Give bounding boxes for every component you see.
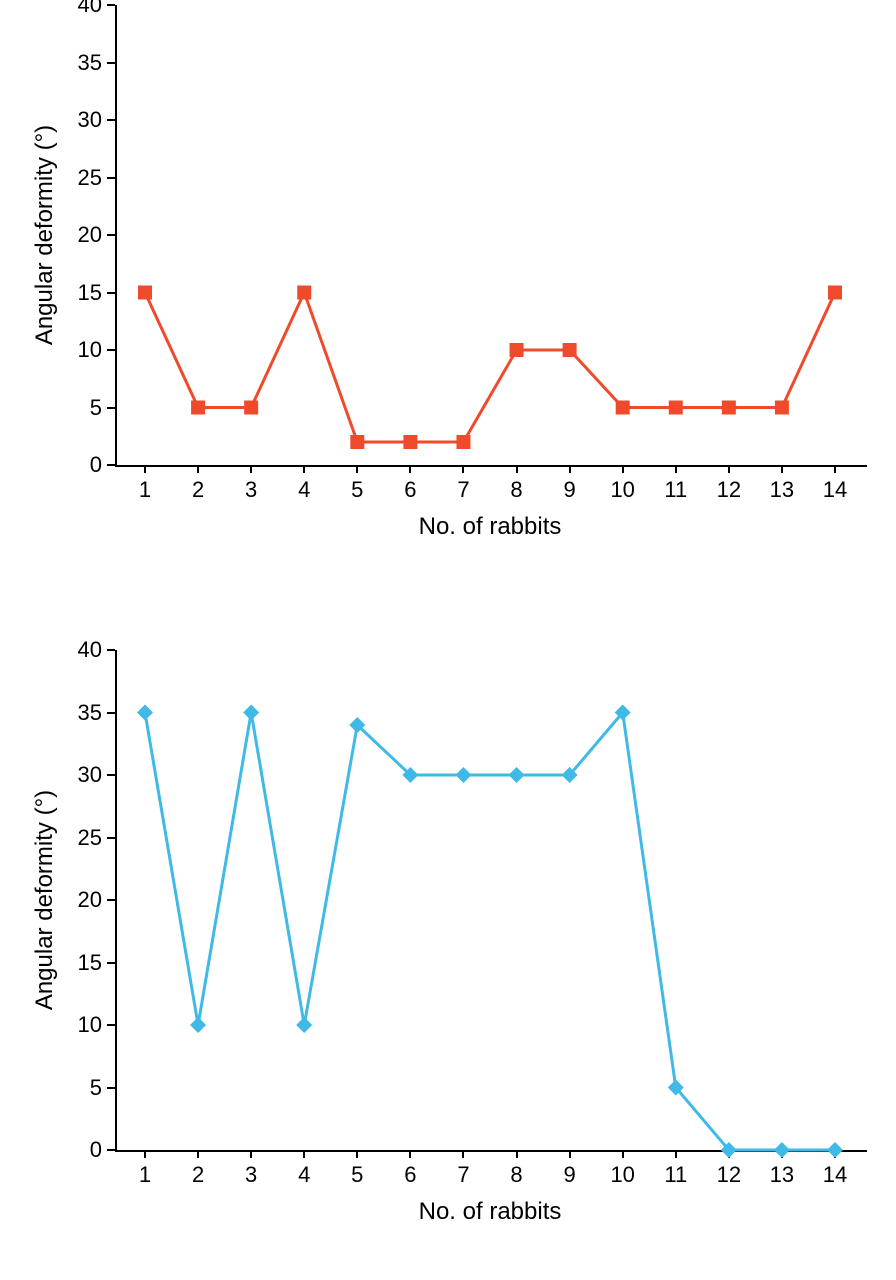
chart-bottom-marker [827, 1142, 843, 1158]
chart-bottom-marker [137, 705, 153, 721]
chart-bottom-marker [243, 705, 259, 721]
chart-bottom-marker [296, 1017, 312, 1033]
chart-bottom-marker [509, 767, 525, 783]
chart-bottom-series [0, 0, 896, 1280]
page: 05101520253035401234567891011121314Angul… [0, 0, 896, 1280]
chart-bottom: 05101520253035401234567891011121314Angul… [0, 0, 896, 1280]
chart-bottom-marker [774, 1142, 790, 1158]
chart-bottom-marker [190, 1017, 206, 1033]
chart-bottom-line [145, 713, 835, 1151]
chart-bottom-marker [455, 767, 471, 783]
